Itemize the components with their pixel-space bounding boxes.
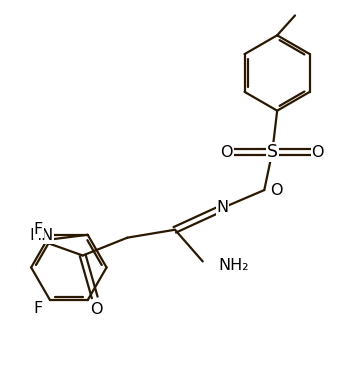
Text: NH₂: NH₂ [219,258,249,273]
Text: HN: HN [29,228,53,243]
Text: F: F [34,222,43,237]
Text: O: O [90,301,103,317]
Text: S: S [267,143,278,162]
Text: N: N [217,200,229,216]
Text: O: O [220,145,233,160]
Text: O: O [270,183,282,198]
Text: F: F [34,301,43,316]
Text: O: O [312,145,324,160]
